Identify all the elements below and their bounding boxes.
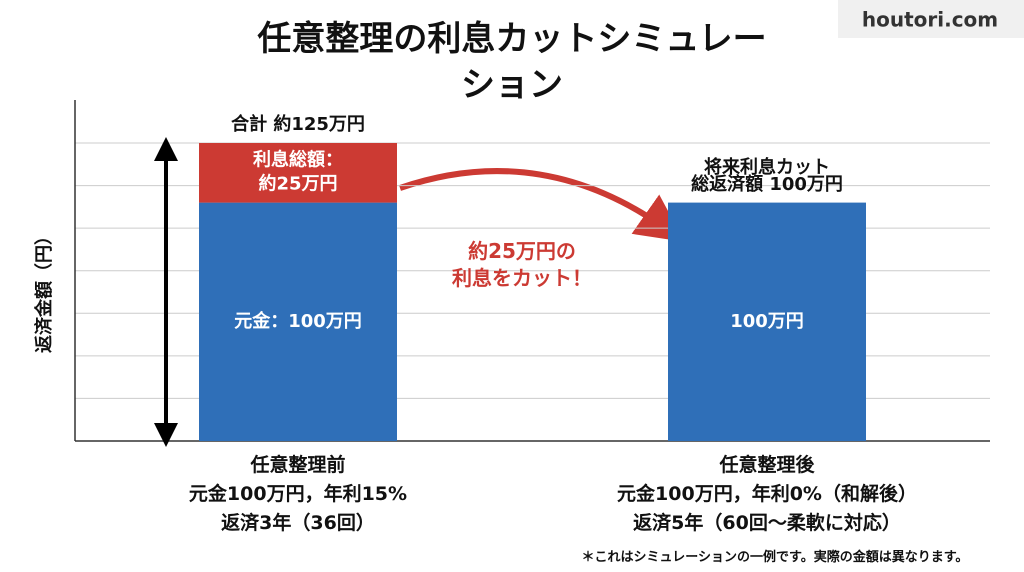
value-label: 利息総額： 約25万円 [253, 149, 343, 195]
x-tick-label: 任意整理前 [250, 454, 346, 477]
value-label: 元金：100万円 [234, 310, 362, 332]
annotation: 合計 約125万円 [231, 113, 365, 135]
brand: houtori.com [861, 7, 999, 32]
category-detail: 返済5年（60回〜柔軟に対応） [633, 512, 901, 535]
footnote: ＊これはシミュレーションの一例です。実際の金額は異なります。 [581, 550, 969, 566]
x-tick-label: 任意整理後 [719, 454, 815, 477]
bar-segment [668, 202, 866, 441]
annotation: 将来利息カット [704, 156, 830, 178]
annotation: 総返済額 100万円 [691, 173, 843, 195]
category-detail: 元金100万円，年利0%（和解後） [617, 483, 917, 506]
category-detail: 元金100万円，年利15% [188, 483, 408, 506]
chart-title: 任意整理の利息カットシミュレーション [257, 19, 767, 105]
y-axis-label: 返済金額（円） [33, 227, 55, 353]
bar-segment [199, 143, 397, 203]
brand-box [838, 0, 1024, 38]
value-label: 100万円 [730, 310, 804, 332]
category-detail: 返済3年（36回） [221, 512, 375, 535]
annotation: 約25万円の 利息をカット！ [452, 239, 592, 290]
bar-segment [199, 202, 397, 441]
cut-arrow [399, 168, 685, 242]
